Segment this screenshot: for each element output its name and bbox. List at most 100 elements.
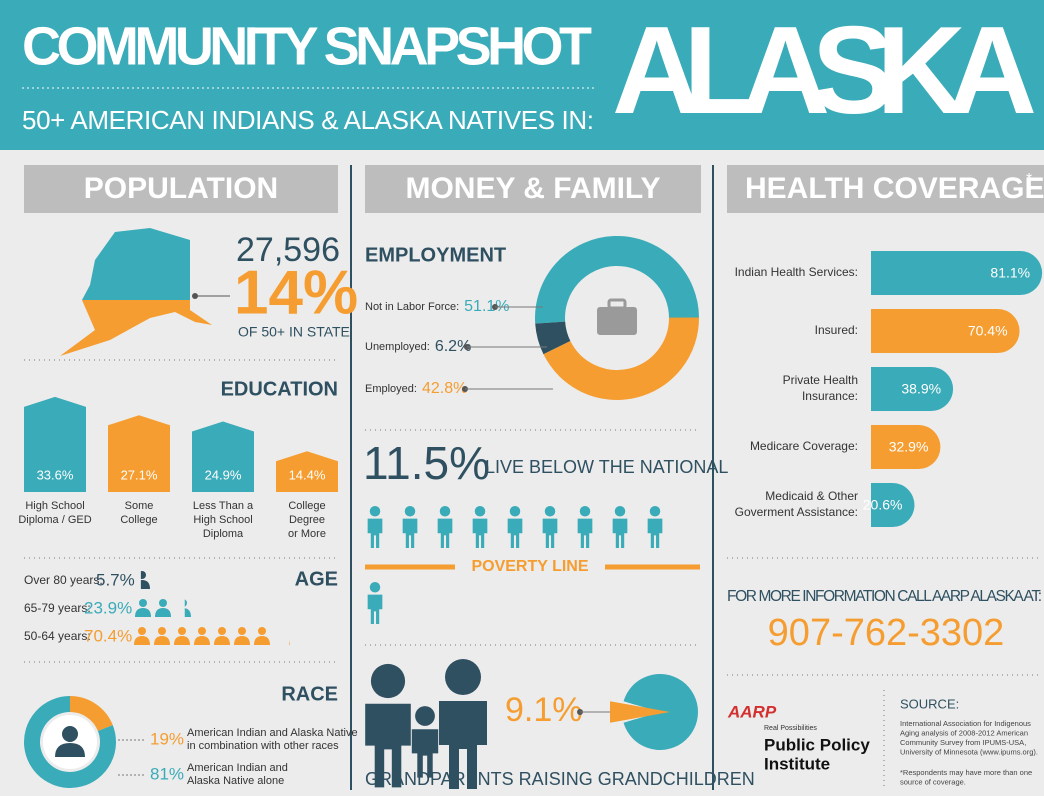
- section-heading: POPULATION: [84, 172, 278, 205]
- health-bar: [871, 251, 1043, 295]
- leader-dot: [192, 293, 198, 299]
- section-subheading: EMPLOYMENT: [365, 244, 506, 266]
- health-value: 20.6%: [863, 497, 903, 513]
- person-icon: [437, 506, 453, 548]
- briefcase-handle: [607, 298, 627, 310]
- source-line: University of Minnesota (www.ipums.org).: [900, 747, 1038, 756]
- health-label: Insured:: [815, 323, 858, 337]
- age-pictogram: [135, 599, 191, 617]
- employment-label: Not in Labor Force:: [365, 301, 459, 313]
- employment-donut-segment: [543, 317, 699, 400]
- person-icon: [577, 506, 593, 548]
- icon-head: [140, 571, 146, 579]
- logo-name: Institute: [764, 754, 830, 773]
- icon-head: [509, 506, 521, 517]
- population-share: 14%: [234, 258, 358, 327]
- header-band: [0, 0, 1044, 150]
- employment-label: Unemployed:: [365, 341, 430, 353]
- age-label: Over 80 years:: [24, 573, 103, 587]
- icon-body: [472, 518, 488, 548]
- source-footnote: *Respondents may have more than one: [900, 768, 1032, 777]
- bar-category-label: Diploma: [203, 528, 244, 540]
- section-subheading: RACE: [281, 683, 338, 705]
- icon-body: [367, 518, 383, 548]
- grandparents-value: 9.1%: [505, 691, 583, 729]
- icon-body: [134, 636, 150, 645]
- health-value: 38.9%: [901, 381, 941, 397]
- race-label: American Indian and: [187, 762, 288, 774]
- contact-phone: 907-762-3302: [768, 612, 1005, 654]
- age-icon: [140, 571, 150, 589]
- icon-head: [369, 506, 381, 517]
- person-icon: [402, 506, 418, 548]
- icon-body: [437, 518, 453, 548]
- icon-body: [612, 518, 628, 548]
- footnote-mark: *: [1026, 171, 1032, 188]
- subtitle: 50+ AMERICAN INDIANS & ALASKA NATIVES IN…: [22, 105, 594, 135]
- icon-head: [445, 659, 481, 695]
- bar-category-label: Degree: [289, 514, 325, 526]
- age-icon: [234, 627, 250, 645]
- race-value: 81%: [150, 764, 184, 783]
- section-heading: HEALTH COVERAGE: [745, 172, 1044, 205]
- icon-head: [439, 506, 451, 517]
- icon-body: [254, 636, 270, 645]
- section-heading-box: [24, 165, 338, 213]
- bar-category-label: Less Than a: [193, 500, 254, 512]
- bar-category-label: College: [120, 514, 157, 526]
- icon-head: [184, 599, 187, 607]
- education-bar: [192, 421, 254, 492]
- icon-head: [238, 627, 246, 635]
- health-value: 81.1%: [990, 265, 1030, 281]
- contact-text: FOR MORE INFORMATION CALL AARP ALASKA AT…: [727, 588, 1042, 605]
- icon-body: [154, 636, 170, 645]
- icon-head: [370, 663, 406, 699]
- icon-body: [365, 703, 411, 788]
- bar-category-label: or More: [288, 528, 326, 540]
- icon-head: [218, 627, 226, 635]
- bar-category-label: College: [288, 500, 325, 512]
- race-label: Alaska Native alone: [187, 775, 284, 787]
- icon-head: [158, 627, 166, 635]
- age-icon: [155, 599, 171, 617]
- person-icon: [542, 506, 558, 548]
- person-icon: [612, 506, 628, 548]
- section-heading-box: [365, 165, 701, 213]
- employment-donut-segment: [535, 320, 571, 355]
- age-label: 65-79 years:: [24, 601, 91, 615]
- person-icon: [367, 582, 383, 624]
- health-bar: [871, 425, 941, 469]
- bar-category-label: Diploma / GED: [18, 514, 91, 526]
- education-bar: [24, 396, 86, 492]
- age-icon: [214, 627, 230, 645]
- health-label: Goverment Assistance:: [735, 505, 858, 519]
- person-icon: [472, 506, 488, 548]
- source-footnote: source of coverage.: [900, 777, 966, 786]
- health-value: 70.4%: [968, 323, 1008, 339]
- icon-body: [184, 608, 191, 617]
- health-label: Medicaid & Other: [765, 489, 858, 503]
- age-pictogram: [140, 571, 150, 589]
- icon-body: [214, 636, 230, 645]
- age-value: 5.7%: [96, 570, 135, 589]
- source-line: International Association for Indigenous: [900, 719, 1031, 728]
- icon-body: [367, 594, 383, 624]
- icon-body: [402, 518, 418, 548]
- poverty-line-label: POVERTY LINE: [471, 558, 588, 575]
- briefcase: [597, 307, 637, 335]
- person-icon: [647, 506, 663, 548]
- icon-body: [507, 518, 523, 548]
- bar-category-label: High School: [193, 514, 252, 526]
- icon-body: [289, 640, 290, 645]
- bar-category-label: Some: [125, 500, 154, 512]
- education-bar: [276, 451, 338, 492]
- age-icon: [134, 627, 150, 645]
- icon-head: [614, 506, 626, 517]
- bar-value-label: 24.9%: [205, 467, 242, 482]
- icon-body: [411, 729, 439, 778]
- state-name: ALASKA: [612, 2, 1037, 140]
- icon-head: [139, 599, 147, 607]
- icon-head: [198, 627, 206, 635]
